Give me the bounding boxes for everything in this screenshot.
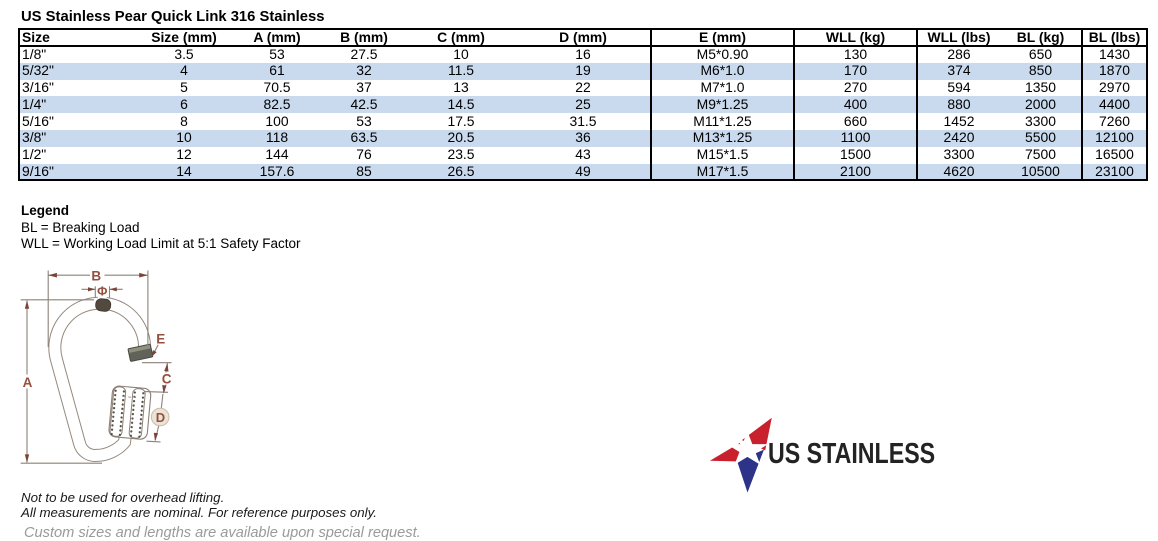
svg-text:B: B [91, 269, 101, 284]
svg-text:C: C [162, 371, 172, 386]
svg-text:D: D [156, 410, 165, 425]
svg-text:Φ: Φ [97, 284, 107, 298]
svg-text:E: E [156, 331, 165, 346]
svg-text:A: A [23, 375, 33, 390]
